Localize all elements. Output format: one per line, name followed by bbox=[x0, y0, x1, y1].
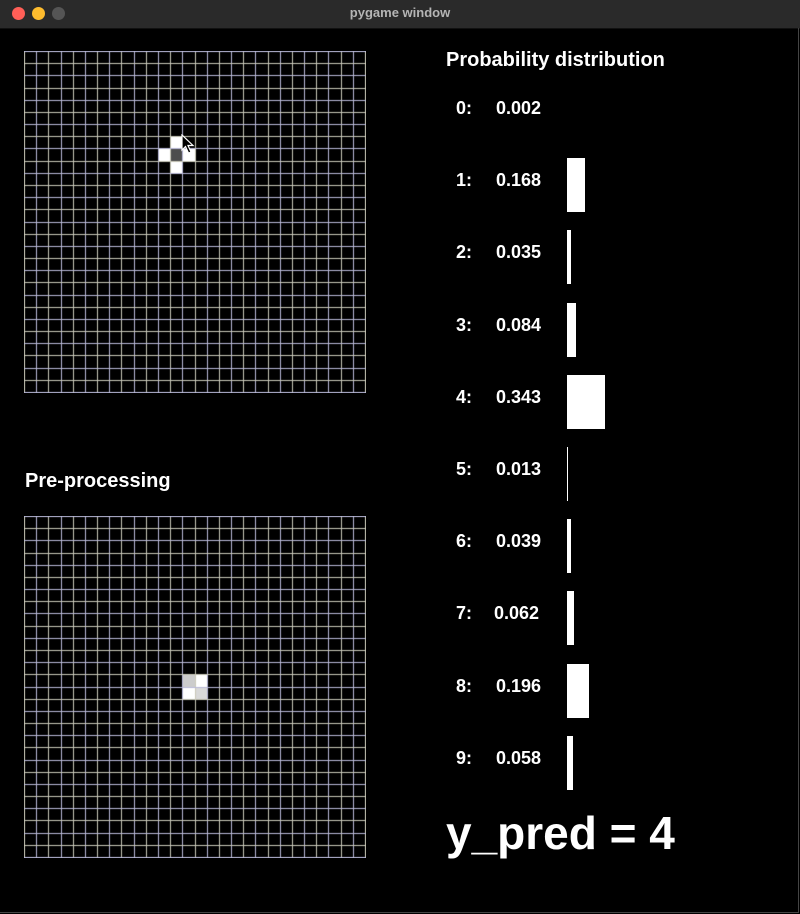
probability-bar bbox=[567, 735, 573, 790]
drawing-grid[interactable] bbox=[24, 51, 366, 393]
preprocess-heading: Pre-processing bbox=[25, 470, 171, 492]
prediction-result: y_pred = 4 bbox=[446, 807, 675, 859]
probability-bar bbox=[567, 302, 576, 357]
window-content bbox=[0, 28, 799, 913]
minimize-window-button[interactable] bbox=[32, 7, 45, 20]
digit-label: 6: bbox=[456, 531, 473, 552]
window-titlebar: pygame window bbox=[0, 0, 800, 29]
digit-label: 4: bbox=[456, 386, 473, 407]
distribution-heading: Probability distribution bbox=[446, 49, 665, 71]
probability-value: 0.035 bbox=[496, 242, 542, 263]
probability-bar bbox=[567, 663, 589, 718]
probability-value: 0.013 bbox=[496, 459, 542, 479]
digit-label: 5: bbox=[456, 459, 473, 479]
probability-bar bbox=[567, 591, 574, 646]
digit-label: 9: bbox=[456, 747, 473, 768]
digit-label: 8: bbox=[456, 675, 473, 696]
probability-bar bbox=[567, 158, 585, 213]
probability-value: 0.039 bbox=[496, 531, 542, 552]
probability-bar bbox=[567, 519, 571, 574]
maximize-window-button[interactable] bbox=[52, 7, 65, 20]
mouse-pointer-icon bbox=[181, 134, 195, 154]
probability-value: 0.084 bbox=[496, 314, 542, 335]
digit-label: 0: bbox=[456, 98, 473, 118]
probability-value: 0.168 bbox=[496, 170, 542, 191]
probability-bar bbox=[567, 230, 571, 285]
probability-bar bbox=[567, 447, 568, 501]
close-window-button[interactable] bbox=[12, 7, 25, 20]
probability-value: 0.058 bbox=[496, 747, 542, 768]
window-title: pygame window bbox=[349, 5, 451, 20]
probability-value: 0.196 bbox=[496, 675, 542, 696]
digit-label: 1: bbox=[456, 170, 473, 191]
digit-label: 3: bbox=[456, 314, 473, 335]
preprocessed-grid bbox=[24, 516, 366, 858]
probability-value: 0.062 bbox=[494, 603, 540, 624]
digit-label: 2: bbox=[456, 242, 473, 263]
probability-value: 0.343 bbox=[496, 386, 542, 407]
digit-label: 7: bbox=[456, 603, 473, 624]
probability-value: 0.002 bbox=[496, 98, 542, 118]
probability-bar bbox=[567, 374, 605, 429]
